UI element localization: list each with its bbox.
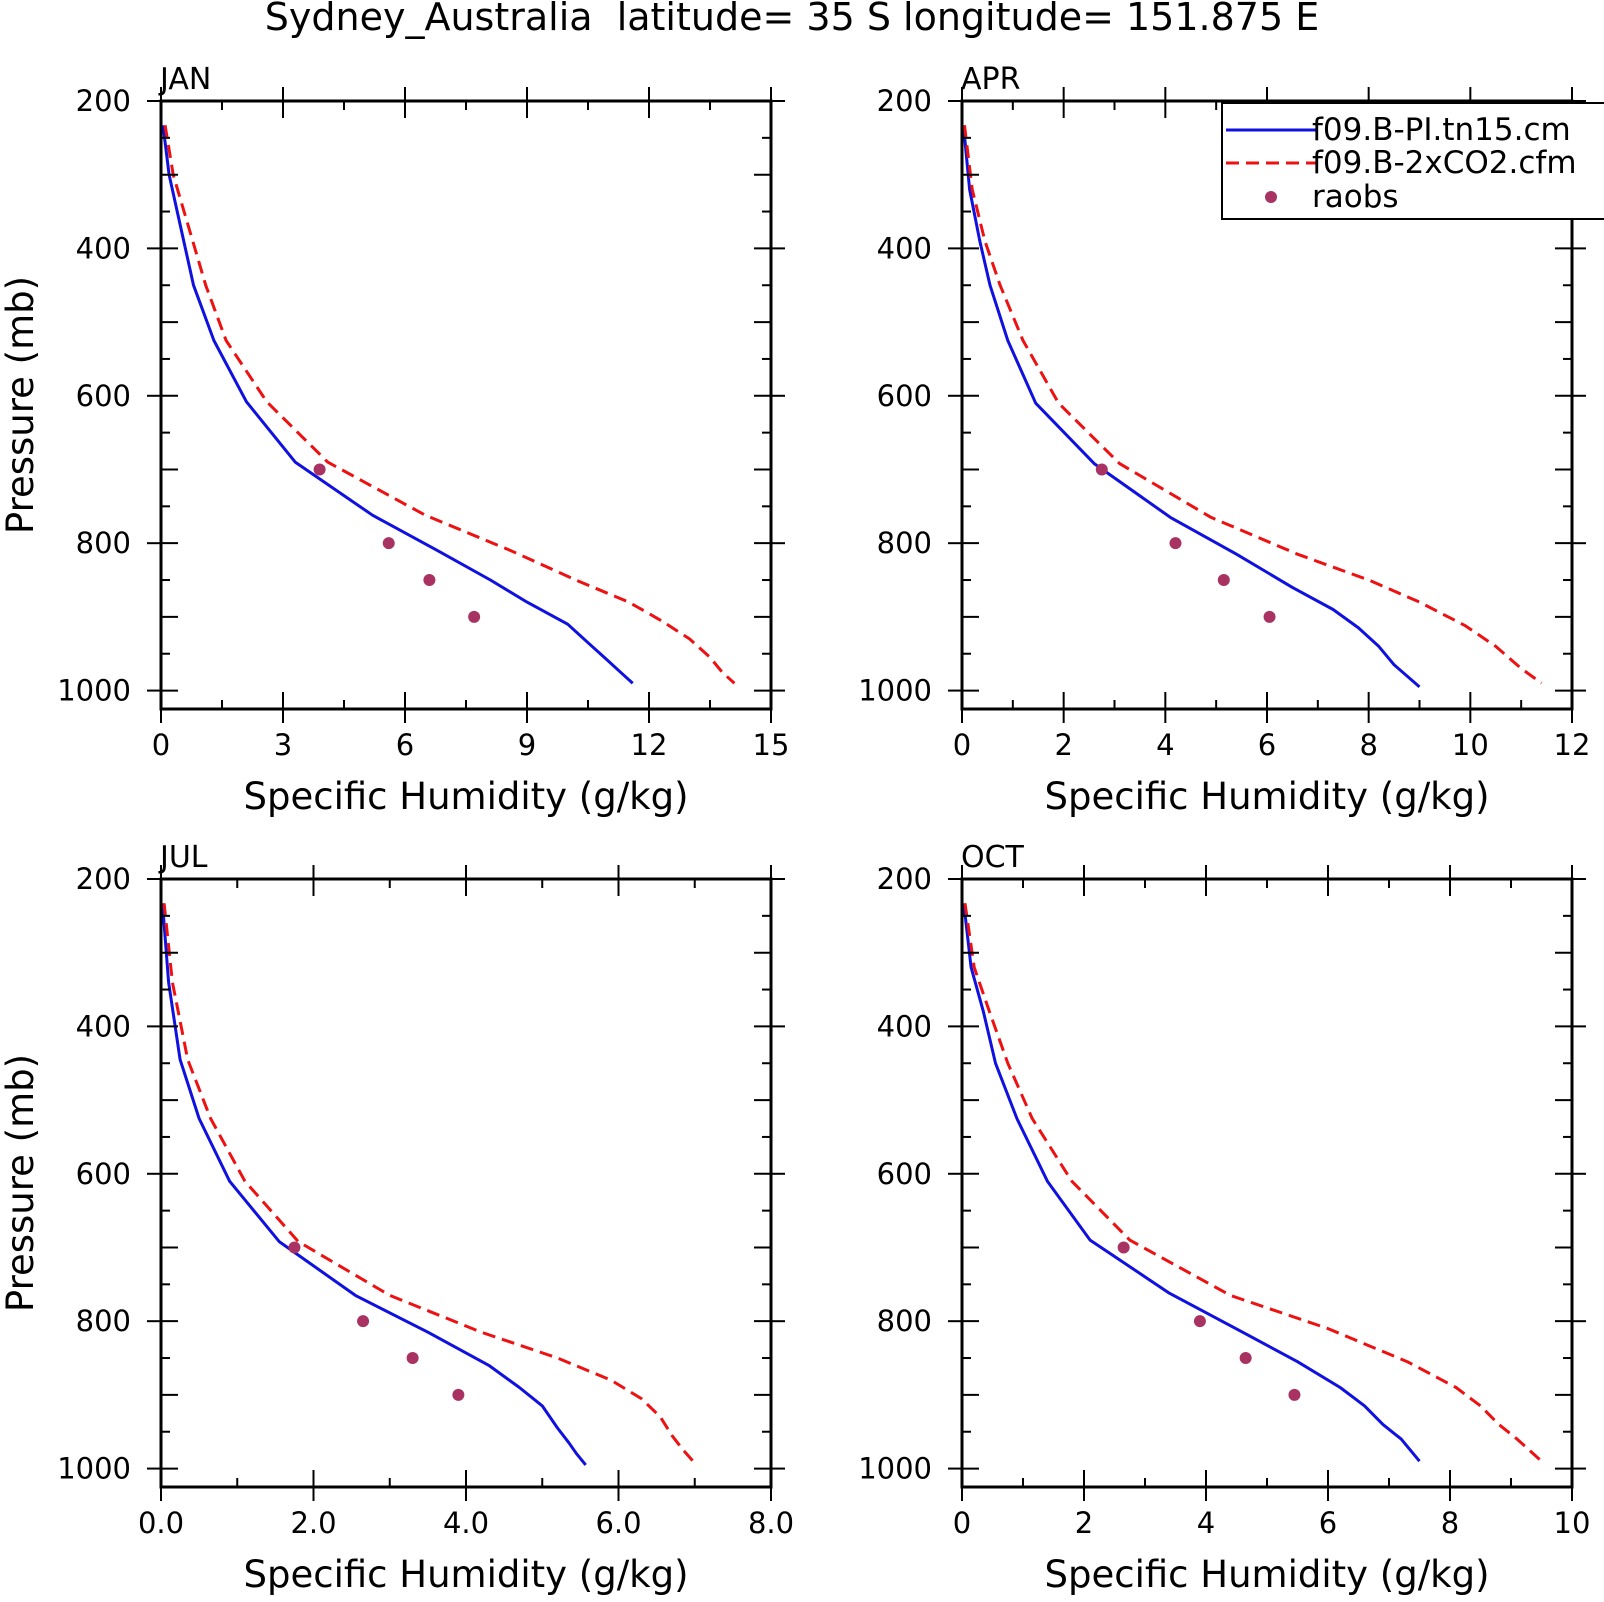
y-tick-label: 600 [877,379,932,413]
panel-oct: OCT 200 400 600 800 1000 0 2 4 6 8 10 Specific Humid… [858,840,1590,1596]
panel-jan: JAN 200 400 600 800 1000 0 3 6 9 12 15 Specific Humi… [0,62,789,818]
raobs-point [1169,537,1182,550]
y-tick-label: 1000 [858,1452,932,1486]
panel-label: JAN [158,62,211,97]
x-axis-label: Specific Humidity (g/kg) [1044,775,1489,818]
plot-area [962,903,1543,1463]
x-tick-label: 0 [953,728,971,762]
x-tick-label: 3 [274,728,292,762]
raobs-point [288,1241,301,1254]
raobs-point [382,537,395,550]
co2-series-line [162,903,698,1466]
x-tick-label: 10 [1554,1506,1591,1540]
x-tick-label: 4.0 [443,1506,489,1540]
y-tick-label: 1000 [57,1452,131,1486]
x-tick-label: 12 [1554,728,1591,762]
x-tick-label: 0 [953,1506,971,1540]
figure-title: Sydney_Australia latitude= 35 S longitud… [265,0,1319,39]
x-tick-label: 2 [1075,1506,1093,1540]
x-tick-label: 8.0 [748,1506,794,1540]
pi-series-line [161,125,634,685]
co2-series-line [963,125,1543,685]
x-tick-label: 2 [1054,728,1072,762]
raobs-point [357,1315,370,1328]
legend-label: raobs [1312,179,1399,215]
legend-raobs-marker [1265,191,1277,203]
x-tick-label: 6.0 [595,1506,641,1540]
co2-series-line [163,125,736,685]
x-tick-label: 6 [1319,1506,1337,1540]
y-tick-label: 400 [76,1009,131,1043]
pi-series-line [962,903,1421,1463]
y-tick-label: 800 [76,526,131,560]
co2-series-line [963,903,1543,1463]
x-tick-label: 8 [1359,728,1377,762]
raobs-point [1193,1315,1206,1328]
y-tick-label: 600 [877,1157,932,1191]
raobs-point [468,610,481,623]
x-tick-label: 4 [1156,728,1174,762]
x-tick-label: 15 [753,728,790,762]
x-tick-label: 4 [1197,1506,1215,1540]
plot-frame [159,877,773,1489]
x-tick-label: 12 [631,728,668,762]
raobs-point [313,463,326,476]
legend-label: f09.B-PI.tn15.cm [1312,112,1571,148]
raobs-point [406,1352,419,1365]
plot-area [161,903,698,1466]
raobs-point [1217,574,1230,587]
y-tick-label: 800 [877,1304,932,1338]
y-tick-label: 400 [877,1009,932,1043]
pi-series-line [161,903,587,1466]
raobs-point [452,1388,465,1401]
plot-frame [159,99,773,711]
x-tick-label: 0.0 [138,1506,184,1540]
plot-frame [960,877,1574,1489]
plot-area [161,125,736,685]
plot-area [962,125,1543,689]
y-tick-label: 200 [877,862,932,896]
y-tick-label: 400 [76,231,131,265]
x-axis-label: Specific Humidity (g/kg) [1044,1553,1489,1596]
x-tick-label: 9 [518,728,536,762]
raobs-point [1095,463,1108,476]
y-axis-label: Pressure (mb) [0,276,42,534]
x-tick-label: 0 [152,728,170,762]
y-axis-label: Pressure (mb) [0,1054,42,1312]
raobs-point [1239,1352,1252,1365]
x-tick-label: 10 [1452,728,1489,762]
x-tick-label: 2.0 [290,1506,336,1540]
y-tick-label: 1000 [57,674,131,708]
y-tick-label: 800 [76,1304,131,1338]
x-axis-label: Specific Humidity (g/kg) [243,1553,688,1596]
raobs-point [423,574,436,587]
legend-label: f09.B-2xCO2.cfm [1312,145,1577,181]
pi-series-line [962,125,1421,689]
y-tick-label: 200 [76,862,131,896]
x-axis-label: Specific Humidity (g/kg) [243,775,688,818]
x-tick-label: 6 [1258,728,1276,762]
y-tick-label: 400 [877,231,932,265]
x-tick-label: 6 [396,728,414,762]
raobs-point [1288,1388,1301,1401]
y-tick-label: 600 [76,379,131,413]
y-tick-label: 200 [76,84,131,118]
y-tick-label: 1000 [858,674,932,708]
raobs-point [1263,610,1276,623]
y-tick-label: 200 [877,84,932,118]
raobs-point [1117,1241,1130,1254]
panel-label: JUL [158,840,208,875]
y-tick-label: 600 [76,1157,131,1191]
panel-label: OCT [961,840,1025,875]
y-tick-label: 800 [877,526,932,560]
panel-label: APR [961,62,1020,97]
legend-box [1221,102,1604,220]
x-tick-label: 8 [1441,1506,1459,1540]
panel-apr: APR 200 400 600 800 1000 0 2 4 6 8 10 12 Specific Hum… [858,62,1590,818]
